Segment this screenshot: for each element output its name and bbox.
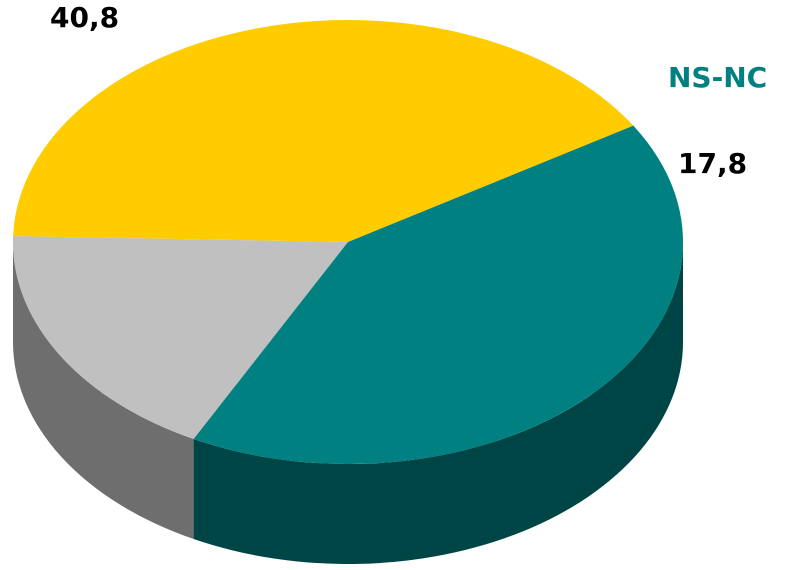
- pie-slice-2: [193, 125, 684, 465]
- pie-slice-1: [13, 236, 349, 440]
- pie-slice-0: [13, 19, 634, 243]
- data-label-slice-0: 40,8: [50, 1, 120, 34]
- pie-side-slice-1-0: [13, 242, 194, 540]
- data-label-slice-1: 17,8: [678, 147, 748, 180]
- category-label-slice-1: NS-NC: [668, 61, 768, 94]
- pie-side-slice-2-0: [193, 242, 683, 564]
